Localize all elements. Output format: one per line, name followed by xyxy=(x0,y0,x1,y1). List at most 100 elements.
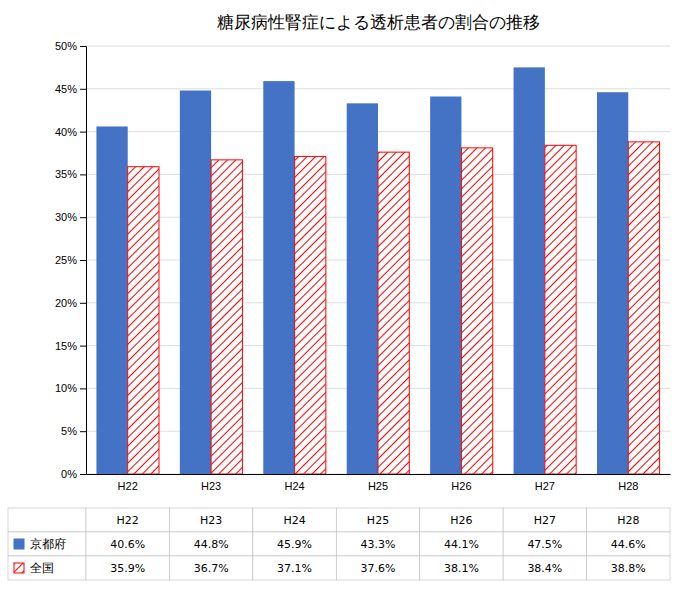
table-header: H26 xyxy=(450,514,472,527)
y-tick: 45% xyxy=(55,83,86,95)
table-value: 43.3% xyxy=(361,538,396,551)
x-tick: H24 xyxy=(284,480,304,492)
y-tick-mark xyxy=(80,474,86,475)
grid-line xyxy=(86,46,670,47)
table-value: 35.9% xyxy=(110,562,145,575)
table-value: 45.9% xyxy=(277,538,312,551)
x-tick-label: H26 xyxy=(451,480,471,492)
y-tick: 10% xyxy=(55,382,86,394)
y-tick-label: 0% xyxy=(61,468,77,480)
y-tick-mark xyxy=(80,46,86,47)
y-tick-label: 45% xyxy=(55,83,77,95)
x-tick: H27 xyxy=(535,480,555,492)
y-tick-mark xyxy=(80,303,86,304)
table-header: H28 xyxy=(617,514,639,527)
y-tick-mark xyxy=(80,260,86,261)
table-header: H25 xyxy=(367,514,389,527)
y-tick-mark xyxy=(80,217,86,218)
series xyxy=(128,142,660,474)
y-tick: 30% xyxy=(55,211,86,223)
bar xyxy=(430,97,461,474)
table-cell xyxy=(86,508,169,532)
table-value: 44.6% xyxy=(611,538,646,551)
y-tick: 40% xyxy=(55,126,86,138)
bar xyxy=(545,145,576,474)
x-axis-line xyxy=(87,474,671,475)
grid xyxy=(86,46,670,474)
table-cell xyxy=(503,508,586,532)
x-tick-label: H28 xyxy=(618,480,638,492)
legend-label: 全国 xyxy=(30,561,54,575)
y-tick-label: 50% xyxy=(55,40,77,52)
series xyxy=(96,67,628,474)
table-cell xyxy=(86,532,169,556)
x-tick: H25 xyxy=(368,480,388,492)
table-value: 37.6% xyxy=(361,562,396,575)
table-value: 38.8% xyxy=(611,562,646,575)
table-cell xyxy=(420,532,503,556)
x-tick-label: H27 xyxy=(535,480,555,492)
table-cell xyxy=(8,532,86,556)
table-value: 44.1% xyxy=(444,538,479,551)
y-tick: 25% xyxy=(55,254,86,266)
y-tick-label: 5% xyxy=(61,425,77,437)
y-tick-mark xyxy=(80,132,86,133)
table-cell xyxy=(587,556,670,580)
table-header: H24 xyxy=(283,514,305,527)
legend-swatch xyxy=(14,563,24,573)
y-tick-label: 35% xyxy=(55,168,77,180)
y-tick: 15% xyxy=(55,340,86,352)
legend-swatch xyxy=(14,539,24,549)
bar xyxy=(96,126,127,474)
table-cell xyxy=(169,508,252,532)
table-cell xyxy=(86,556,169,580)
bar xyxy=(128,167,159,474)
bar xyxy=(347,103,378,474)
data-table: H22H23H24H25H26H27H28京都府40.6%44.8%45.9%4… xyxy=(8,508,670,580)
y-tick-label: 40% xyxy=(55,126,77,138)
y-tick-label: 15% xyxy=(55,340,77,352)
y-tick: 35% xyxy=(55,168,86,180)
table-header: H27 xyxy=(534,514,556,527)
table-cell xyxy=(253,556,336,580)
bar xyxy=(597,92,628,474)
table-header: H23 xyxy=(200,514,222,527)
table-value: 44.8% xyxy=(194,538,229,551)
y-axis: 0% 5% 10% 15% 20% 25% 30% 35% 40% 45% 50% xyxy=(55,40,87,480)
table-value: 40.6% xyxy=(110,538,145,551)
table-value: 37.1% xyxy=(277,562,312,575)
title: 糖尿病性腎症による透析患者の割合の推移 xyxy=(217,12,540,32)
table-cell xyxy=(8,508,86,532)
table-cell xyxy=(336,532,419,556)
table-cell xyxy=(503,556,586,580)
y-tick-mark xyxy=(80,89,86,90)
y-tick-label: 10% xyxy=(55,382,77,394)
bar xyxy=(461,148,492,474)
y-axis-line xyxy=(80,47,87,475)
table-cell xyxy=(336,508,419,532)
table-cell xyxy=(169,556,252,580)
x-tick: H26 xyxy=(451,480,471,492)
y-tick: 0% xyxy=(61,468,86,480)
x-tick: H23 xyxy=(201,480,221,492)
table-cell xyxy=(253,508,336,532)
table-cell xyxy=(587,532,670,556)
y-tick-label: 30% xyxy=(55,211,77,223)
x-axis: H22 H23 H24 H25 H26 H27 H28 xyxy=(87,475,671,492)
table-value: 47.5% xyxy=(527,538,562,551)
bar xyxy=(180,91,211,474)
x-tick-label: H25 xyxy=(368,480,388,492)
table-cell xyxy=(336,556,419,580)
table-header: H22 xyxy=(117,514,139,527)
chart: 糖尿病性腎症による透析患者の割合の推移 0% 5% 10% 15% 20% 25% 30% 35… xyxy=(0,0,690,594)
table-cell xyxy=(503,532,586,556)
y-tick-label: 20% xyxy=(55,297,77,309)
bar xyxy=(628,142,659,474)
x-tick-label: H22 xyxy=(118,480,138,492)
y-tick: 20% xyxy=(55,297,86,309)
grid-line xyxy=(86,88,670,89)
table-cell xyxy=(253,532,336,556)
bars xyxy=(96,67,659,474)
table-value: 38.4% xyxy=(527,562,562,575)
x-tick-label: H24 xyxy=(284,480,304,492)
